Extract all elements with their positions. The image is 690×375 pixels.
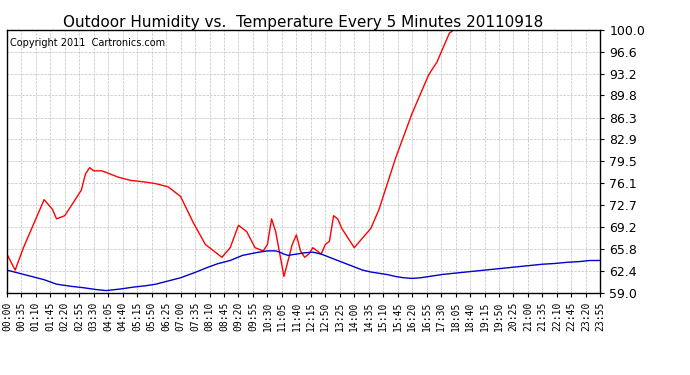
Text: Copyright 2011  Cartronics.com: Copyright 2011 Cartronics.com xyxy=(10,38,165,48)
Text: Outdoor Humidity vs.  Temperature Every 5 Minutes 20110918: Outdoor Humidity vs. Temperature Every 5… xyxy=(63,15,544,30)
